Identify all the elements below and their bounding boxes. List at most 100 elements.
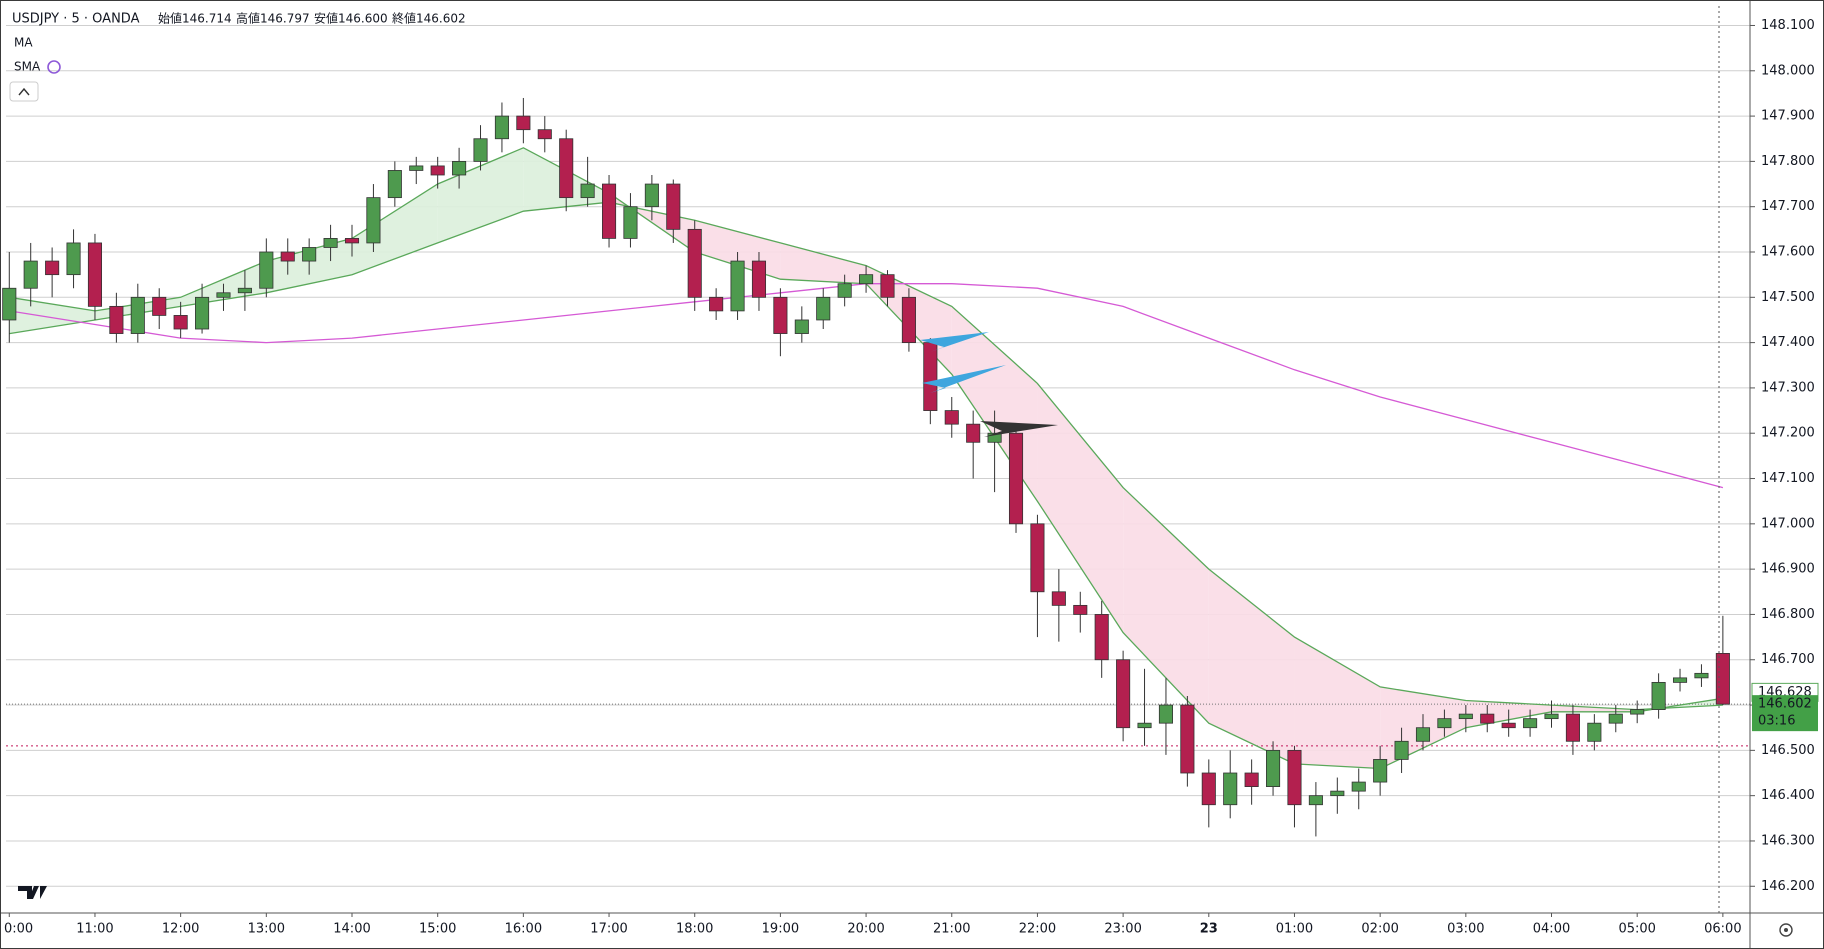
last-price-box	[1752, 695, 1818, 732]
x-tick-label: 0:00	[4, 922, 33, 937]
candle-body	[87, 242, 103, 307]
indicator-label[interactable]: MA	[14, 36, 33, 50]
candle-body	[1523, 718, 1538, 729]
last-price-label: 146.602	[1758, 697, 1812, 712]
candle-body	[1415, 727, 1431, 742]
candle-body	[1287, 749, 1302, 806]
candle-body	[923, 342, 938, 411]
candle-body	[644, 183, 659, 208]
ma-band-fill	[1037, 383, 1124, 633]
candle-body	[1008, 432, 1024, 525]
ohlc-open: 始値146.714	[158, 11, 232, 26]
candle-body	[901, 296, 916, 344]
candle-body	[173, 315, 188, 330]
x-tick-label: 13:00	[248, 922, 285, 937]
y-tick-label: 146.400	[1761, 788, 1815, 803]
candle-body	[537, 129, 552, 140]
candle-body	[1480, 713, 1495, 724]
x-tick-label: 16:00	[505, 922, 542, 937]
x-tick-label: 04:00	[1533, 922, 1570, 937]
candle-body	[1608, 713, 1623, 724]
reload-icon[interactable]	[47, 60, 61, 74]
x-tick-label: 17:00	[590, 922, 627, 937]
candle-body	[1116, 659, 1131, 729]
x-tick-label: 11:00	[76, 922, 113, 937]
ohlc-high: 高値146.797	[236, 11, 310, 26]
settings-icon-center	[1784, 928, 1788, 932]
countdown-label: 03:16	[1758, 714, 1795, 729]
candle-body	[1672, 677, 1688, 683]
candle-body	[23, 260, 38, 289]
candle-body	[1330, 790, 1345, 797]
candle-body	[1244, 772, 1259, 787]
candle-body	[409, 165, 424, 171]
candle-body	[344, 238, 360, 244]
candle-body	[1137, 722, 1152, 729]
x-tick-label: 14:00	[333, 922, 370, 937]
settings-icon[interactable]	[1779, 923, 1793, 937]
ohlc-close: 終値146.602	[392, 11, 466, 26]
candle-body	[302, 247, 317, 262]
x-tick-label: 01:00	[1276, 922, 1313, 937]
y-tick-label: 146.700	[1761, 652, 1815, 667]
arrow-annotation	[980, 421, 1058, 437]
symbol: USDJPY · 5 · OANDA	[12, 12, 140, 27]
candle-body	[559, 138, 574, 199]
ma-band-fill	[1294, 637, 1381, 769]
candle-body	[1565, 713, 1580, 742]
candle-body	[687, 228, 702, 298]
candle-body	[1308, 795, 1323, 806]
y-tick-label: 146.900	[1761, 562, 1815, 577]
candle-body	[859, 274, 874, 285]
y-tick-label: 146.200	[1761, 879, 1815, 894]
candle-body	[1094, 614, 1109, 661]
ma-band-fill	[437, 147, 524, 243]
candle-body	[195, 296, 210, 330]
y-tick-label: 148.000	[1761, 63, 1815, 78]
y-tick-label: 147.700	[1761, 199, 1815, 214]
candle-body	[816, 296, 831, 321]
candle-body	[1223, 772, 1238, 806]
x-tick-label: 20:00	[847, 922, 884, 937]
candle-body	[1351, 781, 1366, 792]
candle-body	[966, 423, 981, 443]
candle-body	[730, 260, 745, 312]
candle-body	[494, 115, 509, 140]
ma-band-fill	[1208, 569, 1295, 764]
y-tick-label: 147.400	[1761, 335, 1815, 350]
candle-body	[1715, 653, 1730, 705]
candle-body	[366, 197, 381, 244]
candle-body	[1544, 713, 1559, 720]
candle-body	[473, 138, 488, 162]
logo[interactable]	[18, 886, 47, 899]
candle-body	[66, 242, 81, 276]
candle-body	[430, 165, 445, 176]
candle-body	[1180, 704, 1195, 774]
candle-body	[751, 260, 767, 298]
x-tick-label: 12:00	[162, 922, 199, 937]
x-tick-label: 03:00	[1447, 922, 1484, 937]
candle-body	[452, 160, 467, 176]
ohlc-low: 安値146.600	[314, 11, 388, 26]
y-tick-label: 147.600	[1761, 245, 1815, 260]
plot-area	[2, 6, 1750, 913]
arrow-annotation	[922, 365, 1006, 393]
candle-body	[323, 238, 338, 248]
candle-body	[1587, 722, 1602, 742]
candle-body	[880, 274, 895, 298]
candle-body	[1073, 604, 1088, 615]
candle-body	[1651, 681, 1666, 710]
y-tick-label: 146.300	[1761, 833, 1815, 848]
candle-body	[773, 296, 788, 334]
y-tick-label: 146.800	[1761, 607, 1815, 622]
x-tick-label: 02:00	[1361, 922, 1398, 937]
indicator-label[interactable]: SMA	[14, 60, 41, 74]
collapse-button[interactable]	[9, 81, 39, 102]
candle-body	[516, 115, 531, 131]
candle-body	[1501, 722, 1516, 729]
arrow-annotation	[920, 332, 989, 352]
candle-body	[666, 183, 681, 230]
candle-body	[237, 287, 252, 294]
candle-body	[1373, 759, 1388, 783]
